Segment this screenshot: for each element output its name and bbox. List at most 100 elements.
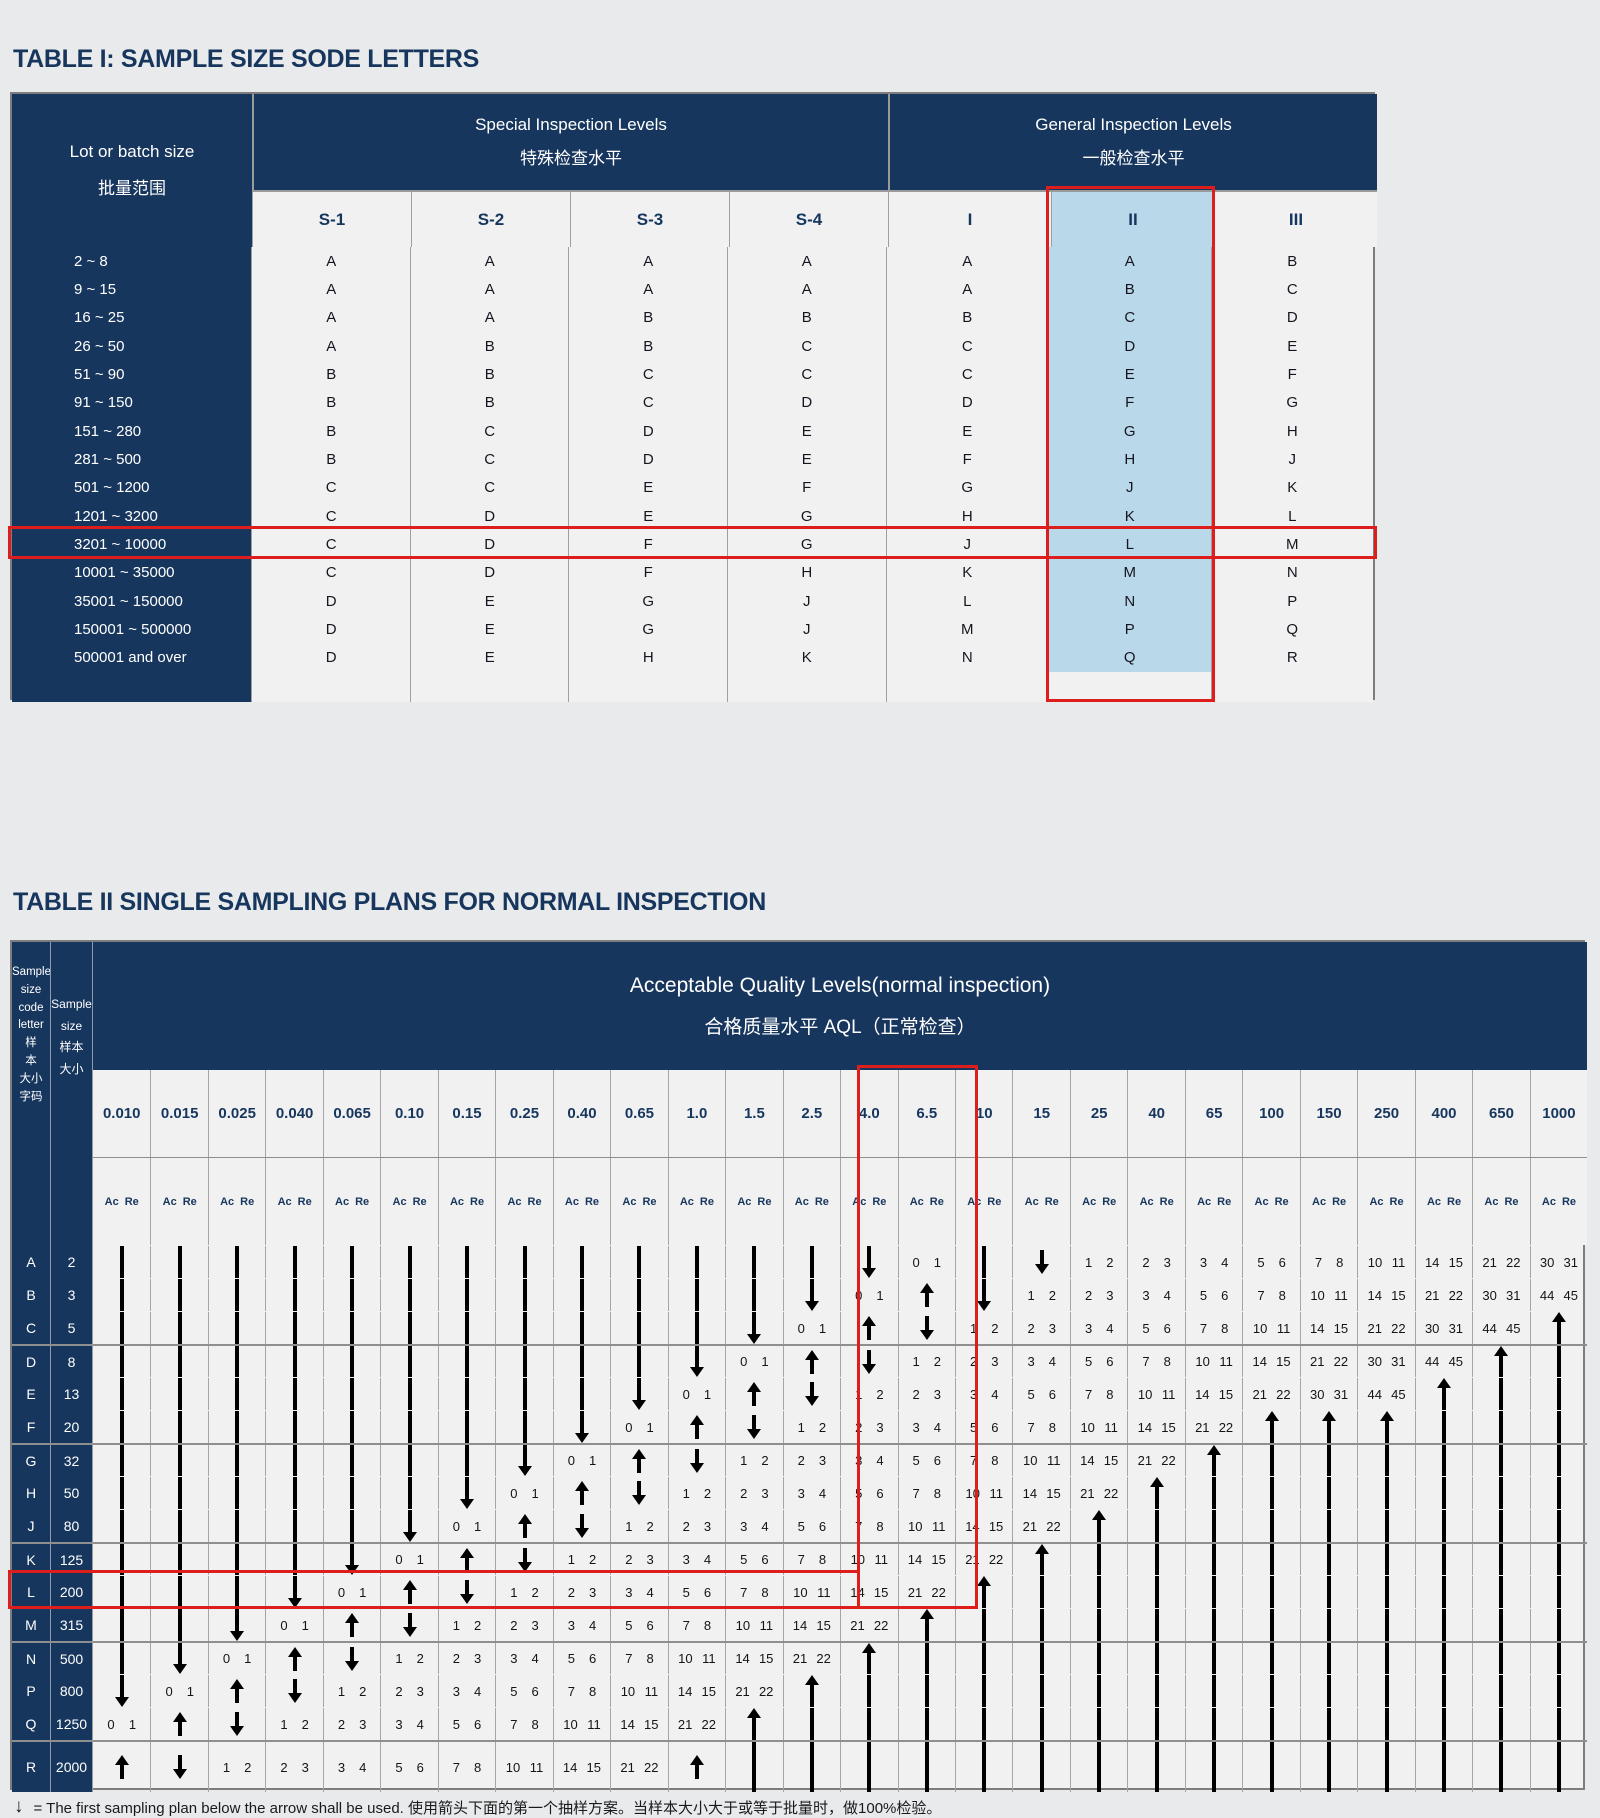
- code-cell: P: [1048, 615, 1211, 644]
- plan-number: 6: [703, 1584, 712, 1600]
- plan-number: 22: [816, 1651, 831, 1666]
- code-cell: L: [1048, 530, 1211, 559]
- plan-number: 21: [735, 1683, 750, 1699]
- column-header-S-2: S-2: [411, 192, 570, 247]
- long-up-arrow-segment: [1414, 1544, 1472, 1575]
- down-arrow-icon: [610, 1477, 667, 1509]
- long-down-arrow-segment: [150, 1312, 207, 1344]
- ac-label: Ac: [392, 1195, 407, 1208]
- plan-number: 22: [1506, 1254, 1521, 1270]
- down-arrow-icon: [437, 1576, 495, 1608]
- code-cell: A: [251, 331, 410, 361]
- plan-number: 21: [677, 1716, 693, 1732]
- long-down-arrow-segment: [93, 1411, 150, 1443]
- table1-group-headers: Special Inspection Levels 特殊检查水平 General…: [252, 94, 1377, 190]
- up-arrow-icon: [610, 1445, 667, 1476]
- plan-number: 1: [818, 1320, 827, 1336]
- plan-number: 44: [1424, 1354, 1440, 1369]
- plan-number: 4: [474, 1683, 482, 1699]
- plan-number: 2: [474, 1617, 482, 1633]
- long-up-arrow-segment: [1069, 1643, 1127, 1674]
- plan-number: 22: [1218, 1419, 1234, 1435]
- long-down-arrow-segment: [93, 1609, 150, 1641]
- plan-number: 14: [562, 1759, 578, 1775]
- code-cell: G: [727, 501, 886, 531]
- plan-number: 8: [1048, 1419, 1056, 1435]
- long-up-arrow-segment: [1472, 1576, 1529, 1608]
- plan-number: 15: [1218, 1386, 1234, 1402]
- plan-number: 8: [703, 1617, 712, 1633]
- long-down-arrow-segment: [380, 1279, 437, 1311]
- long-up-arrow-segment: [1184, 1609, 1242, 1641]
- plan-number: 22: [701, 1716, 716, 1732]
- empty-cell: [1048, 671, 1211, 702]
- aql-values-row: 0.010 0.015 0.025 0.040 0.065 0.10 0.15 0.25 0.4…: [92, 1070, 1588, 1157]
- plan-number: 1: [337, 1683, 346, 1699]
- empty-cell: [885, 671, 1049, 702]
- long-down-arrow-segment: [322, 1246, 380, 1278]
- plan-number: 21: [1195, 1419, 1210, 1435]
- plan-number: 10: [735, 1617, 751, 1633]
- plan-number: 4: [1163, 1287, 1171, 1303]
- code-cell: B: [251, 388, 410, 417]
- aql-banner-cn: 合格质量水平 AQL（正常检查）: [704, 1016, 976, 1038]
- code-cell: C: [251, 558, 410, 587]
- code-cell: Q: [1048, 643, 1211, 672]
- up-arrow-icon: [552, 1477, 610, 1509]
- plan-row-A: 0 1 1 2 2 3 3 4 5 6 7 8 10 11 14 15 21 22 30 31: [93, 1245, 1587, 1278]
- long-up-arrow-segment: [840, 1708, 897, 1740]
- re-label: Re: [1159, 1195, 1174, 1208]
- code-letter-cell: R: [25, 1759, 37, 1775]
- long-up-arrow-segment: [1357, 1445, 1414, 1476]
- plan-number: 22: [1103, 1485, 1119, 1501]
- aql-value-250: 250: [1357, 1070, 1415, 1157]
- plan-number: 8: [933, 1485, 942, 1501]
- plan-number: 3: [797, 1485, 805, 1501]
- plan-number: 14: [1080, 1453, 1095, 1468]
- plan-number: 2: [797, 1453, 805, 1468]
- ac-label: Ac: [335, 1195, 350, 1208]
- plan-number: 30: [1367, 1354, 1382, 1369]
- lot-header-cn: 批量范围: [98, 179, 166, 198]
- plan-number: 10: [1022, 1453, 1038, 1468]
- plan-row-F: 0 1 1 2 2 3 3 4 5 6 7 8 10 11 14 15 21 22: [93, 1410, 1587, 1443]
- aql-value-400: 400: [1414, 1070, 1473, 1157]
- down-arrow-icon: [667, 1445, 725, 1476]
- plan-number: 11: [1391, 1254, 1406, 1270]
- sample-size-cell: 20: [50, 1410, 92, 1443]
- re-label: Re: [1274, 1195, 1289, 1208]
- code-letter-cell: D: [25, 1353, 37, 1370]
- lot-size-cell: 9 ~ 15: [12, 275, 252, 304]
- down-arrow-icon: [782, 1279, 840, 1311]
- code-cell: G: [1048, 416, 1211, 446]
- plan-number: 3: [1163, 1254, 1171, 1270]
- ac-re-cell: 14 15: [552, 1742, 610, 1792]
- up-arrow-icon: [1069, 1510, 1127, 1542]
- table-row: 500001 and over D E H K N Q R: [12, 643, 1374, 672]
- down-arrow-icon: [93, 1675, 150, 1707]
- ac-re-cell: 14 15: [667, 1675, 725, 1707]
- aql-banner-en: Acceptable Quality Levels(normal inspect…: [629, 973, 1051, 997]
- code-cell: J: [885, 530, 1049, 559]
- plan-number: 11: [644, 1683, 659, 1699]
- plan-number: 1: [588, 1453, 597, 1468]
- plan-number: 15: [988, 1518, 1004, 1534]
- ac-re-cell: 10 11: [667, 1643, 725, 1674]
- plan-number: 4: [761, 1518, 769, 1534]
- plan-number: 7: [855, 1518, 863, 1534]
- ac-label: Ac: [622, 1195, 637, 1208]
- plan-number: 2: [1048, 1287, 1056, 1303]
- lot-size-cell: 2 ~ 8: [12, 247, 252, 276]
